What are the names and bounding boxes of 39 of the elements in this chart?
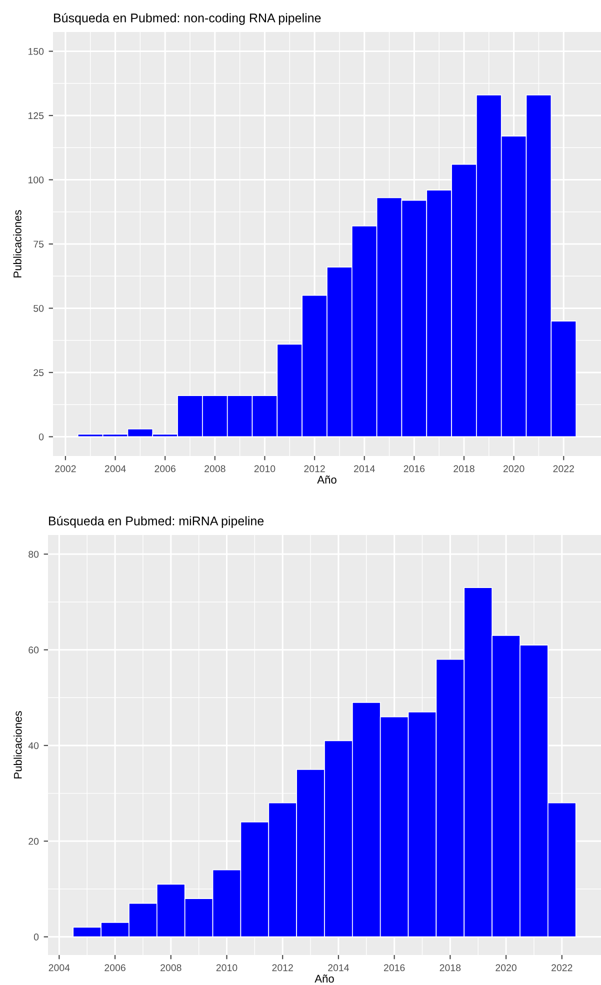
x-tick-label: 2018	[440, 964, 461, 972]
x-tick-label: 2008	[160, 964, 182, 972]
y-axis-title: Publicaciones	[14, 711, 22, 778]
x-tick-label: 2022	[553, 465, 574, 472]
y-tick-label: 20	[28, 838, 39, 845]
y-tick-label: 75	[34, 240, 44, 248]
chart-title: Búsqueda en Pubmed: non-coding RNA pipeline	[54, 13, 321, 25]
x-tick-label: 2014	[354, 465, 375, 472]
x-axis-title: Año	[317, 476, 336, 484]
y-tick-label: 50	[34, 304, 44, 312]
x-tick-label: 2010	[216, 964, 238, 972]
x-axis-title: Año	[314, 974, 334, 983]
y-tick-label: 100	[28, 176, 44, 184]
x-tick-label: 2012	[272, 964, 293, 972]
x-tick-label: 2004	[48, 964, 70, 972]
y-tick-label: 0	[38, 433, 44, 440]
x-tick-label: 2012	[304, 465, 325, 472]
y-tick-label: 80	[28, 550, 39, 558]
x-tick-label: 2020	[496, 964, 516, 972]
x-tick-label: 2006	[104, 964, 126, 972]
x-tick-label: 2018	[454, 465, 474, 472]
y-tick-label: 25	[34, 369, 44, 376]
x-tick-label: 2006	[154, 465, 176, 472]
x-tick-label: 2016	[404, 465, 425, 472]
chart-title: Búsqueda en Pubmed: miRNA pipeline	[49, 516, 264, 528]
x-tick-label: 2004	[104, 465, 126, 472]
x-tick-label: 2008	[204, 465, 226, 472]
x-tick-label: 2020	[503, 465, 524, 472]
x-tick-label: 2002	[55, 465, 76, 472]
x-tick-label: 2014	[328, 964, 349, 972]
y-axis-title: Publicaciones	[13, 210, 22, 278]
y-tick-label: 150	[28, 48, 44, 55]
x-tick-label: 2022	[552, 964, 572, 972]
y-tick-label: 40	[28, 742, 39, 750]
y-tick-label: 60	[28, 646, 39, 654]
x-tick-label: 2010	[254, 465, 276, 472]
x-tick-label: 2016	[384, 964, 405, 972]
y-tick-label: 125	[28, 112, 44, 120]
y-tick-label: 0	[34, 934, 39, 940]
